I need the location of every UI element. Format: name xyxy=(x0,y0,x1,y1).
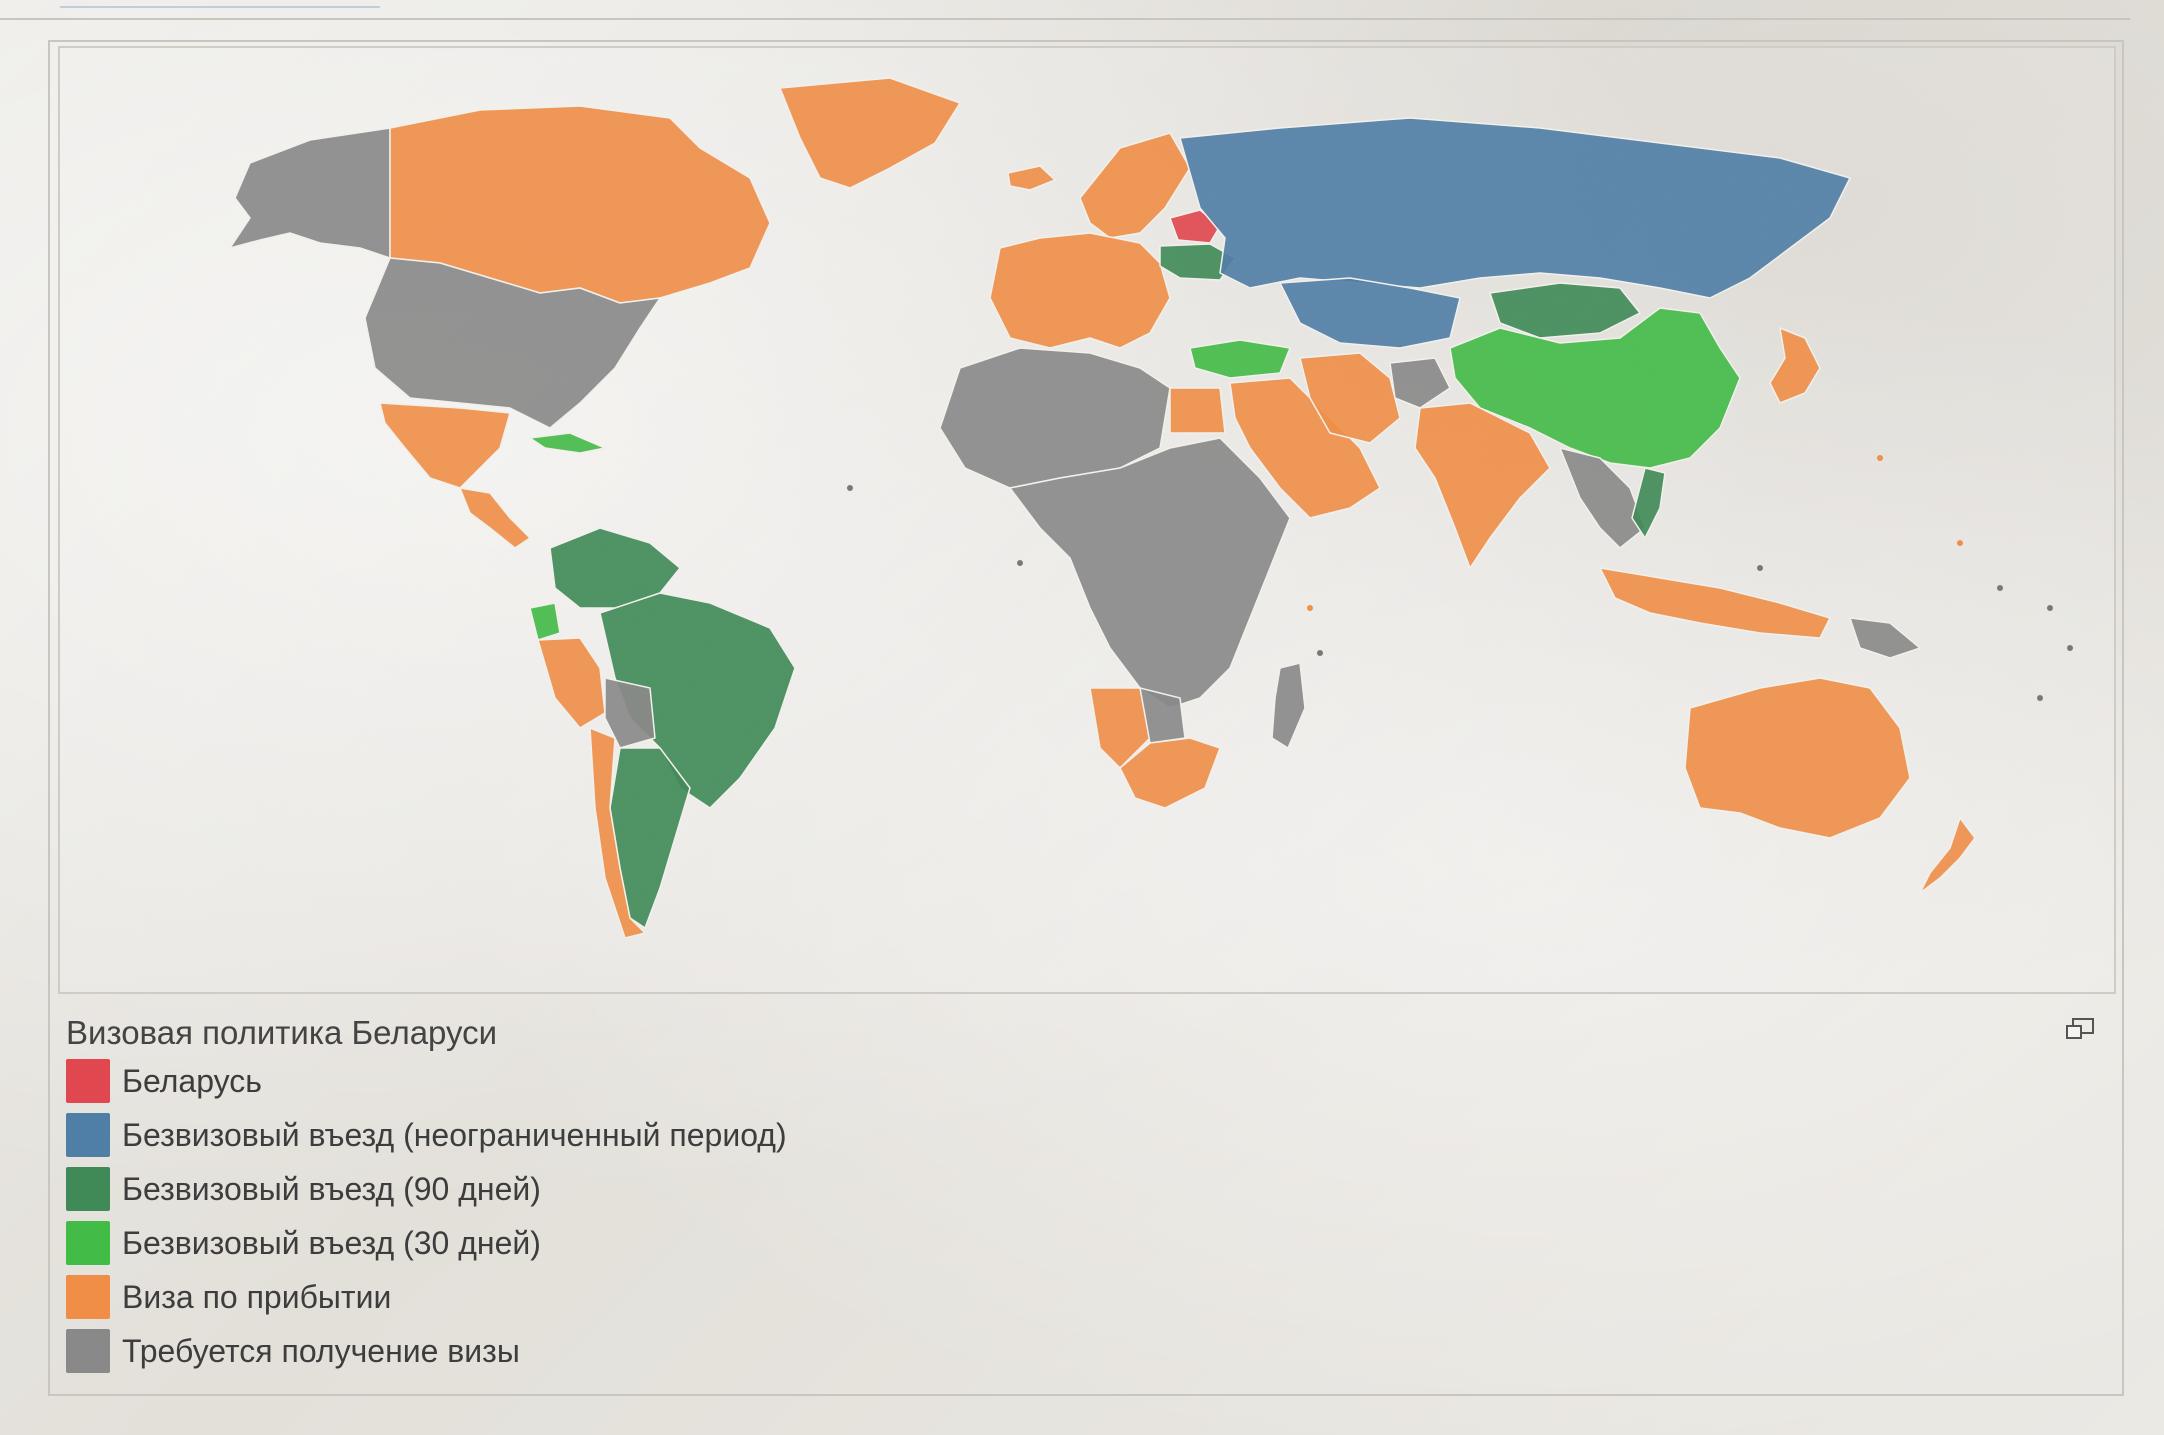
legend-swatch xyxy=(66,1329,110,1373)
legend-item-visa-free-90: Безвизовый въезд (90 дней) xyxy=(66,1166,787,1212)
legend-item-home: Беларусь xyxy=(66,1058,787,1104)
caption-title: Визовая политика Беларуси xyxy=(66,1014,498,1051)
legend: Беларусь Безвизовый въезд (неограниченны… xyxy=(66,1058,787,1382)
legend-item-visa-free-30: Безвизовый въезд (30 дней) xyxy=(66,1220,787,1266)
legend-item-visa-free-unlimited: Безвизовый въезд (неограниченный период) xyxy=(66,1112,787,1158)
section-divider xyxy=(0,18,2130,20)
map-caption: Визовая политика Беларуси Беларусь Безви… xyxy=(66,1006,2106,1386)
legend-label: Безвизовый въезд (30 дней) xyxy=(122,1224,541,1261)
legend-swatch xyxy=(66,1275,110,1319)
legend-swatch xyxy=(66,1059,110,1103)
legend-item-visa-on-arrival: Виза по прибытии xyxy=(66,1274,787,1320)
legend-swatch xyxy=(66,1221,110,1265)
legend-label: Беларусь xyxy=(122,1062,262,1099)
world-map[interactable] xyxy=(58,46,2116,994)
legend-label: Безвизовый въезд (неограниченный период) xyxy=(122,1116,787,1153)
legend-swatch xyxy=(66,1113,110,1157)
enlarge-icon[interactable] xyxy=(2064,1016,2096,1042)
legend-item-visa-required: Требуется получение визы xyxy=(66,1328,787,1374)
legend-label: Безвизовый въезд (90 дней) xyxy=(122,1170,541,1207)
legend-swatch xyxy=(66,1167,110,1211)
thumbnail-frame xyxy=(48,40,2124,1396)
top-link-fragment xyxy=(60,0,380,8)
legend-label: Требуется получение визы xyxy=(122,1332,520,1369)
legend-label: Виза по прибытии xyxy=(122,1278,392,1315)
